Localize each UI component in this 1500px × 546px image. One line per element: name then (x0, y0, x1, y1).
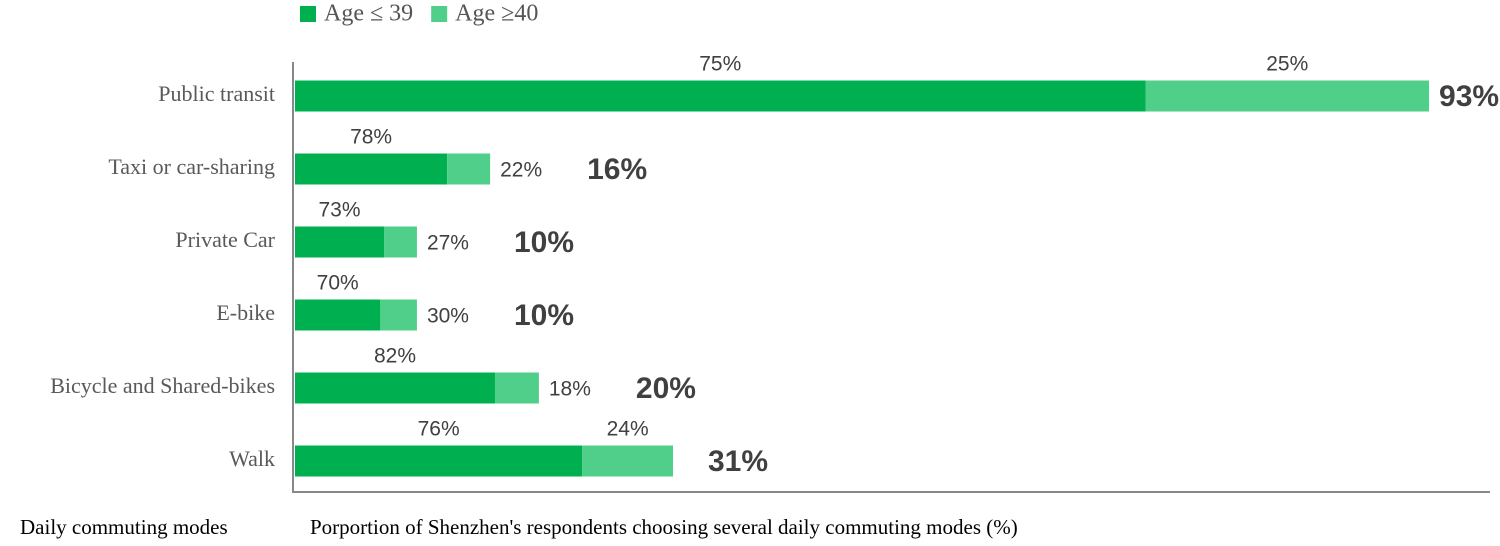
total-label: 16% (587, 153, 647, 186)
bar-segment (295, 445, 583, 477)
y-tick-label: Public transit (158, 81, 275, 106)
value-label: 82% (374, 345, 416, 368)
value-label: 78% (350, 126, 392, 149)
value-label: 22% (500, 159, 542, 182)
bar-segment (1145, 80, 1430, 112)
total-label: 10% (514, 299, 574, 332)
y-tick-label: Bicycle and Shared-bikes (50, 373, 275, 398)
total-label: 20% (636, 372, 696, 405)
bar-segment (380, 299, 417, 331)
bar-segment (295, 153, 448, 185)
value-label: 30% (427, 305, 469, 328)
y-tick-label: Private Car (175, 227, 275, 252)
value-label: 25% (1266, 53, 1308, 76)
total-label: 93% (1439, 80, 1499, 113)
y-tick-label: Taxi or car-sharing (108, 154, 275, 179)
value-label: 75% (699, 53, 741, 76)
value-label: 73% (318, 199, 360, 222)
bar-segment (494, 372, 539, 404)
bar-segment (295, 372, 495, 404)
bar-segment (582, 445, 674, 477)
legend-swatch (431, 6, 448, 22)
value-label: 18% (549, 378, 591, 401)
bar-segment (295, 299, 381, 331)
bar-segment (447, 153, 491, 185)
legend-swatch (300, 6, 316, 22)
y-tick-label: E-bike (216, 300, 275, 325)
total-label: 10% (514, 226, 574, 259)
value-label: 27% (427, 232, 469, 255)
legend-label: Age ≤ 39 (324, 1, 413, 27)
bar-segment (295, 80, 1146, 112)
bar-segment (384, 226, 417, 258)
total-label: 31% (708, 445, 768, 478)
bar-segment (295, 226, 385, 258)
value-label: 24% (607, 418, 649, 441)
y-axis-label: Daily commuting modes (20, 515, 228, 539)
value-label: 76% (418, 418, 460, 441)
x-axis-label: Porportion of Shenzhen's respondents cho… (310, 515, 1018, 539)
y-tick-label: Walk (229, 446, 275, 471)
legend-label: Age ≥40 (455, 1, 538, 27)
value-label: 70% (317, 272, 359, 295)
